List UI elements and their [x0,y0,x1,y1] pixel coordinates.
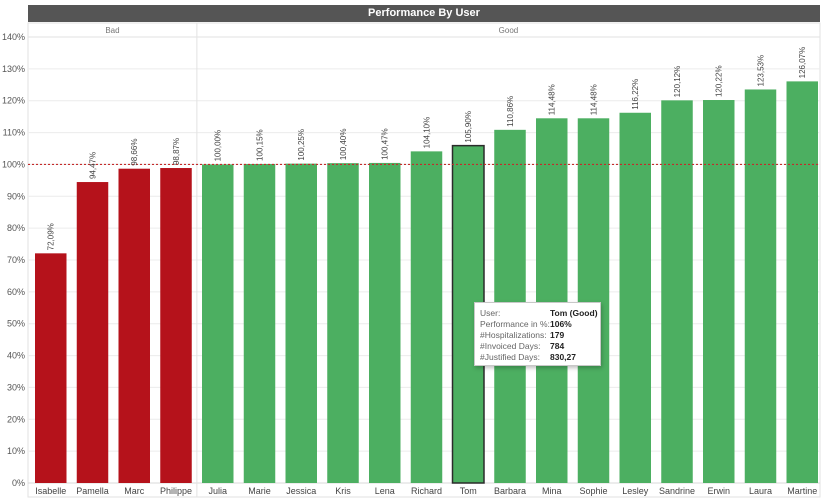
x-tick-label: Pamella [76,486,109,496]
tooltip-key: Performance in %: [480,319,550,329]
data-label: 120,12% [673,66,682,98]
data-label: 100,15% [256,129,265,161]
data-label: 116,22% [631,79,640,110]
tooltip-row-user: User: Tom (Good) [480,308,598,319]
bar-lesley[interactable] [619,112,652,483]
x-tick-label: Tom [460,486,477,496]
tooltip-value: 830,27 [550,352,576,362]
bar-julia[interactable] [202,164,234,483]
bar-sophie[interactable] [577,118,610,483]
y-tick-label: 50% [7,319,25,329]
bar-lena[interactable] [369,162,401,484]
y-tick-label: 140% [2,32,25,42]
y-tick-label: 130% [2,64,25,74]
data-label: 120,22% [715,65,724,97]
tooltip-key: #Justified Days: [480,352,540,362]
tooltip-value: 179 [550,330,565,340]
tooltip-value: 106% [550,319,572,329]
tooltip-key: User: [480,308,501,318]
data-label: 105,90% [464,111,473,143]
data-label: 98,87% [172,138,181,165]
data-label: 114,48% [548,84,557,115]
tooltip-value: 784 [550,341,565,351]
data-label: 110,86% [506,96,515,127]
bar-jessica[interactable] [285,163,318,483]
y-tick-label: 30% [7,382,25,392]
chart-title: Performance By User [28,5,820,22]
data-label: 114,48% [590,84,599,115]
data-label: 72,09% [47,223,56,250]
tooltip-key: #Invoiced Days: [480,341,541,351]
bar-philippe[interactable] [160,168,192,483]
x-tick-label: Barbara [494,486,526,496]
tooltip-row-invoiced-days: #Invoiced Days: 784 [480,341,598,352]
data-label: 126,07% [798,47,807,79]
y-tick-label: 20% [7,414,25,424]
x-tick-label: Lena [375,486,395,496]
x-tick-label: Laura [749,486,772,496]
bar-kris[interactable] [327,163,359,483]
bar-martine[interactable] [786,81,819,483]
x-tick-label: Martine [787,486,817,496]
tooltip-key: #Hospitalizations: [480,330,547,340]
x-tick-label: Isabelle [35,486,66,496]
y-tick-label: 120% [2,96,25,106]
bar-marie[interactable] [243,163,276,483]
data-label: 100,47% [381,128,390,160]
y-tick-label: 10% [7,446,25,456]
bars [35,81,819,484]
bar-erwin[interactable] [703,100,735,483]
y-tick-label: 90% [7,191,25,201]
data-label: 100,25% [297,129,306,161]
x-tick-label: Mina [542,486,562,496]
group-label-bad: Bad [105,26,119,35]
x-tick-label: Sophie [579,486,607,496]
data-label: 104,10% [423,117,432,149]
y-tick-label: 40% [7,351,25,361]
data-label: 100,00% [214,130,223,162]
bar-mina[interactable] [536,118,568,483]
x-tick-label: Marc [124,486,144,496]
group-label-good: Good [499,26,519,35]
tooltip-row-performance: Performance in %: 106% [480,319,598,330]
tooltip-row-justified-days: #Justified Days: 830,27 [480,352,598,363]
bar-laura[interactable] [744,89,777,483]
bar-pamella[interactable] [76,182,109,483]
x-tick-label: Richard [411,486,442,496]
bar-marc[interactable] [118,168,151,483]
x-tick-label: Philippe [160,486,192,496]
data-label: 98,66% [130,139,139,166]
x-tick-label: Lesley [622,486,649,496]
x-tick-label: Kris [335,486,351,496]
data-label: 123,53% [757,55,766,87]
y-tick-label: 60% [7,287,25,297]
labels: 0% 10% 20% 30% 40% 50% 60% 70% 80% 90% 100% 110% 120… [2,32,817,496]
tooltip: User: Tom (Good) Performance in %: 106% … [474,302,601,366]
data-label: 94,47% [89,152,98,179]
x-tick-label: Jessica [286,486,316,496]
x-tick-label: Erwin [707,486,730,496]
x-tick-label: Marie [248,486,271,496]
bar-sandrine[interactable] [661,100,693,483]
tooltip-value: Tom (Good) [550,308,598,318]
y-tick-label: 0% [12,478,25,488]
bar-isabelle[interactable] [35,253,67,483]
y-tick-label: 100% [2,159,25,169]
data-label: 100,40% [339,129,348,161]
y-tick-label: 70% [7,255,25,265]
bar-richard[interactable] [410,151,443,484]
group-headers: Bad Good [28,23,820,497]
y-tick-label: 80% [7,223,25,233]
x-tick-label: Sandrine [659,486,695,496]
y-tick-label: 110% [3,128,25,138]
tooltip-row-hospitalizations: #Hospitalizations: 179 [480,330,598,341]
x-tick-label: Julia [208,486,227,496]
